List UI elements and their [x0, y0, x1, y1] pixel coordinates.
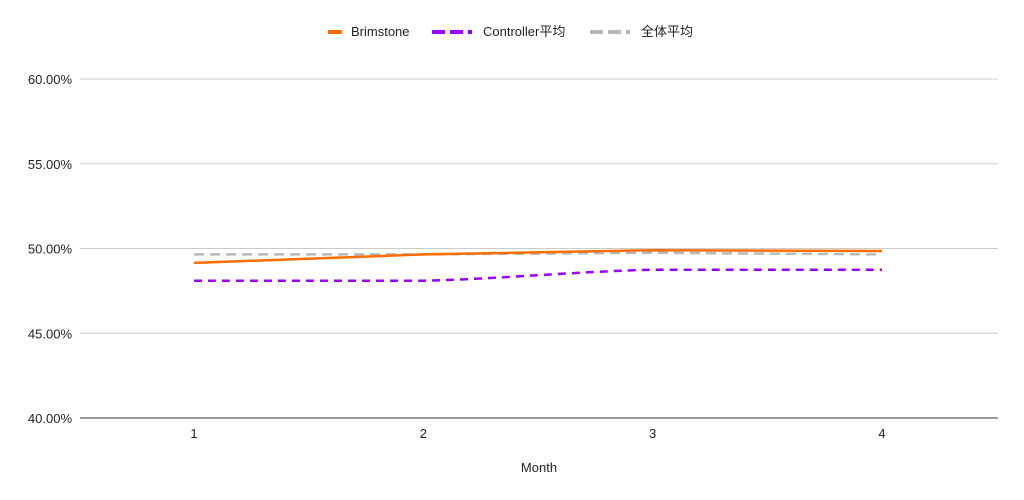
legend: Brimstone Controller平均 全体平均	[328, 24, 693, 39]
y-tick-label: 60.00%	[28, 72, 73, 87]
x-axis-tick-labels: 1 2 3 4	[190, 426, 885, 441]
legend-item: Brimstone	[328, 24, 410, 39]
x-tick-label: 2	[420, 426, 427, 441]
y-tick-label: 50.00%	[28, 242, 73, 257]
legend-item: Controller平均	[432, 24, 565, 39]
y-tick-label: 40.00%	[28, 411, 73, 426]
series-lines	[193, 248, 883, 282]
legend-label: 全体平均	[641, 24, 693, 39]
series-line-0	[193, 248, 883, 265]
x-tick-label: 3	[649, 426, 656, 441]
x-tick-label: 1	[190, 426, 197, 441]
y-tick-label: 45.00%	[28, 326, 73, 341]
gridlines	[80, 78, 998, 419]
y-axis-tick-labels: 40.00% 45.00% 50.00% 55.00% 60.00%	[28, 72, 73, 426]
legend-label: Controller平均	[483, 24, 565, 39]
x-tick-label: 4	[878, 426, 885, 441]
x-axis-title: Month	[521, 460, 557, 475]
legend-label: Brimstone	[351, 24, 410, 39]
series-line-1	[193, 268, 882, 282]
series-line-2	[194, 251, 883, 256]
legend-item: 全体平均	[590, 24, 693, 39]
y-tick-label: 55.00%	[28, 157, 73, 172]
